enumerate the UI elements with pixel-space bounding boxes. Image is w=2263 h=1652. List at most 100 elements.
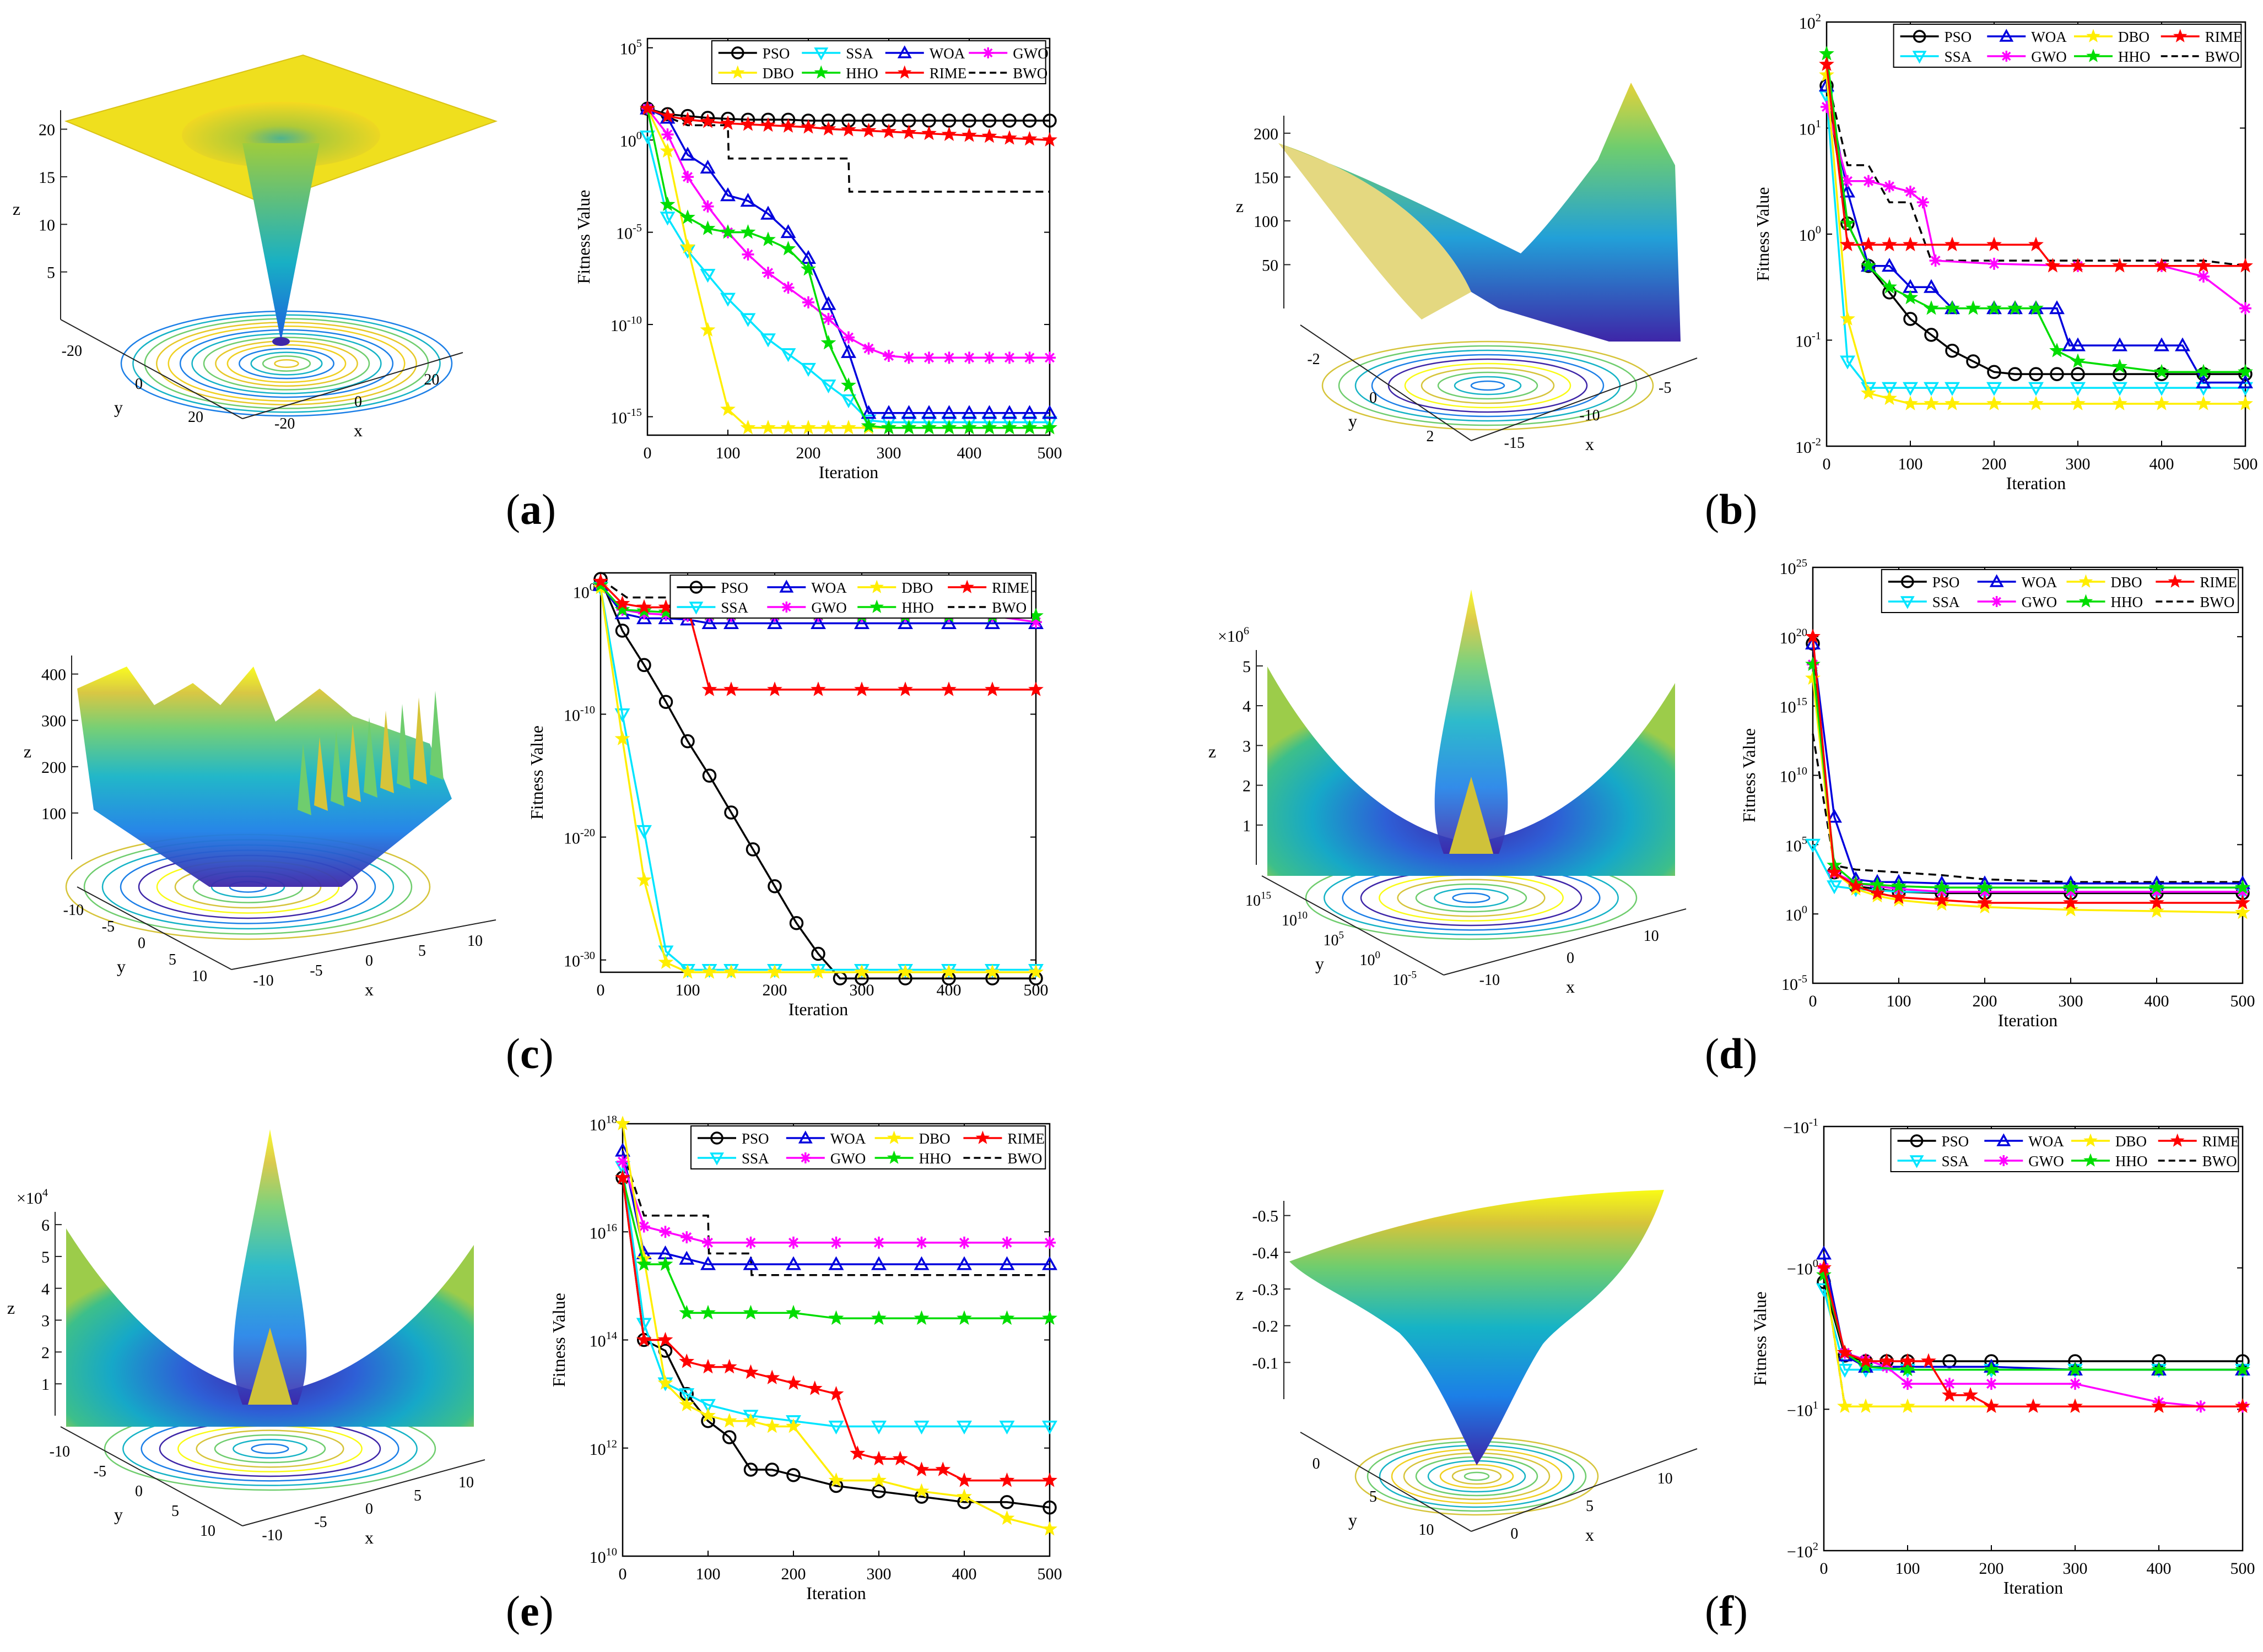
series-marker	[740, 419, 756, 435]
legend-label: PSO	[1945, 29, 1972, 45]
contour-line	[1387, 358, 1588, 413]
series-marker	[1901, 575, 1914, 588]
series-marker	[2049, 343, 2065, 358]
legend-label: SSA	[1942, 1153, 1969, 1169]
series-marker	[723, 964, 739, 979]
legend-box	[1881, 569, 2239, 613]
legend-label: HHO	[2118, 48, 2151, 65]
y-axis	[1261, 875, 1444, 976]
series-marker	[1805, 635, 1821, 649]
x-tick-label: -10	[1579, 407, 1600, 424]
y-tick-label: 1010	[1780, 765, 1807, 786]
x-tick-label: 10	[1644, 928, 1659, 945]
series-marker	[828, 1310, 844, 1325]
x-tick-label: 10	[458, 1474, 474, 1491]
series-marker	[1827, 809, 1842, 823]
series-marker	[701, 681, 717, 696]
series-marker	[1945, 300, 1960, 315]
series-marker	[658, 695, 673, 709]
series-marker	[960, 579, 974, 593]
y-tick-label: 0	[1369, 389, 1377, 407]
series-marker	[2063, 895, 2078, 909]
series-marker	[801, 419, 816, 435]
y-tick-label: 1025	[1780, 557, 1807, 578]
series-marker	[1909, 1155, 1924, 1168]
series-marker	[1003, 351, 1016, 364]
legend-label: PSO	[721, 579, 748, 596]
series-marker	[1840, 236, 1855, 252]
series-marker	[871, 1450, 887, 1466]
x-tick-label: 0	[1510, 1525, 1518, 1542]
series-marker	[680, 147, 695, 161]
series-marker	[720, 115, 736, 130]
series-marker	[985, 681, 1000, 696]
series-gwo	[617, 1155, 1056, 1249]
y-axis	[1300, 1432, 1472, 1532]
series-marker	[743, 1304, 759, 1320]
y-tick-label: 100	[1359, 949, 1380, 969]
x-axis	[1471, 358, 1698, 441]
series-marker	[1861, 258, 1876, 273]
legend-label: WOA	[811, 579, 847, 596]
series-marker	[680, 239, 695, 254]
series-marker	[1979, 885, 1991, 898]
y-tick-label: −101	[1787, 1399, 1818, 1420]
contour-line	[239, 348, 334, 380]
series-marker	[660, 212, 676, 226]
series-marker	[820, 296, 836, 310]
z-tick-label: 300	[41, 712, 66, 730]
surface-crater	[182, 102, 380, 168]
x-tick-label: 0	[365, 952, 373, 969]
legend: PSO WOA DBO RIME SSA GWO HHO BWO	[690, 1125, 1046, 1169]
y-tick-label: −100	[1787, 1258, 1818, 1279]
series-marker	[657, 1331, 673, 1347]
series-marker	[1882, 279, 1897, 294]
surface-peak	[233, 1129, 307, 1405]
series-marker	[780, 348, 796, 362]
series-marker	[723, 615, 739, 630]
series-line	[647, 107, 1050, 414]
contour-line	[1427, 1460, 1526, 1493]
z-tick-label: 15	[39, 169, 55, 187]
series-marker	[2238, 364, 2253, 379]
series-marker	[1924, 396, 1939, 410]
series-marker	[861, 418, 877, 433]
legend-label: GWO	[2031, 48, 2066, 65]
series-marker	[2151, 885, 2163, 898]
series-marker	[1002, 113, 1017, 128]
series-marker	[802, 296, 814, 308]
series-marker	[2070, 258, 2086, 273]
series-marker	[841, 394, 856, 408]
series-marker	[1900, 1353, 1915, 1368]
series-marker	[700, 220, 716, 235]
series-marker	[1977, 898, 1992, 914]
contour-line	[233, 1439, 307, 1459]
series-marker	[1840, 311, 1855, 326]
contour-line	[251, 1443, 289, 1454]
series-marker	[1805, 629, 1821, 643]
x-axis	[231, 919, 496, 970]
legend-label: GWO	[830, 1150, 866, 1167]
series-marker	[1945, 396, 1960, 410]
y-tick-label: 102	[1799, 12, 1821, 33]
z-tick-label: 200	[1254, 125, 1278, 143]
series-marker	[1841, 175, 1854, 187]
series-marker	[1900, 596, 1915, 609]
series-marker	[999, 1472, 1015, 1487]
y-tick-label: 20	[188, 409, 203, 426]
series-marker	[767, 615, 782, 630]
series-marker	[700, 1358, 716, 1374]
y-axis-label: y	[117, 956, 126, 976]
series-marker	[1023, 351, 1036, 364]
series-marker	[2083, 1133, 2098, 1147]
series-marker	[1984, 1361, 1999, 1377]
series-marker	[2069, 1378, 2081, 1390]
x-tick-label: 0	[597, 981, 605, 999]
series-marker	[740, 116, 756, 131]
legend-label: SSA	[1932, 594, 1960, 610]
series-marker	[740, 313, 756, 327]
series-marker	[881, 123, 896, 138]
legend-label: HHO	[901, 599, 934, 616]
legend-box	[711, 40, 1046, 84]
series-marker	[731, 46, 744, 59]
